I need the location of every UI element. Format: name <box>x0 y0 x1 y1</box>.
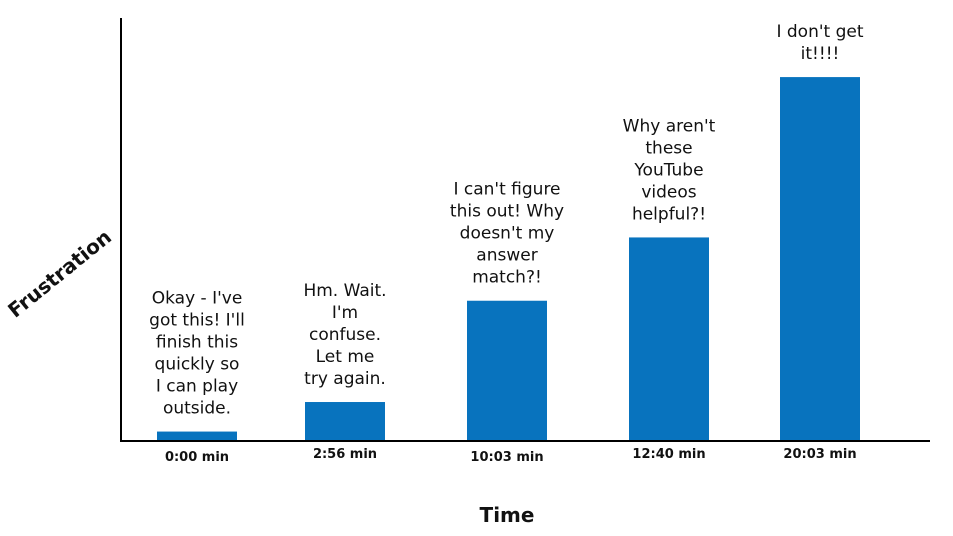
bars-group <box>157 77 860 440</box>
annotation-4-line-2: these <box>645 138 692 158</box>
annotation-4: Why aren't these YouTube videos helpful?! <box>623 116 716 224</box>
annotation-3-line-4: answer <box>476 246 537 266</box>
annotation-4-line-4: videos <box>641 182 696 202</box>
bar-1 <box>157 431 237 440</box>
annotation-4-line-1: Why aren't <box>623 116 716 136</box>
x-axis-title: Time <box>480 503 535 527</box>
bar-3 <box>467 300 547 440</box>
annotation-2-line-2: I'm <box>332 303 358 323</box>
annotation-2-line-4: Let me <box>316 347 375 367</box>
annotation-3-line-1: I can't figure <box>453 180 560 200</box>
annotation-1-line-6: outside. <box>163 399 231 419</box>
annotation-4-line-5: helpful?! <box>632 204 706 224</box>
annotation-2-line-3: confuse. <box>309 325 381 345</box>
annotation-1-line-2: got this! I'll <box>149 311 245 331</box>
annotation-4-line-3: YouTube <box>633 160 703 180</box>
x-tick-label-2: 2:56 min <box>313 447 377 462</box>
annotation-1-line-3: finish this <box>156 333 238 353</box>
annotation-1-line-1: Okay - I've <box>152 289 243 309</box>
bar-4 <box>629 237 709 440</box>
bar-5 <box>780 77 860 440</box>
x-tick-label-4: 12:40 min <box>632 447 705 462</box>
annotation-5: I don't get it!!!! <box>776 22 863 64</box>
x-tick-labels: 0:00 min 2:56 min 10:03 min 12:40 min 20:03 … <box>165 447 857 465</box>
annotation-5-line-2: it!!!! <box>801 44 840 64</box>
annotation-1-line-5: I can play <box>156 377 238 397</box>
annotation-2: Hm. Wait. I'm confuse. Let me try again. <box>303 281 386 389</box>
annotation-2-line-1: Hm. Wait. <box>303 281 386 301</box>
annotation-3: I can't figure this out! Why doesn't my ans… <box>450 180 564 288</box>
annotation-1: Okay - I've got this! I'll finish this quic… <box>149 289 245 419</box>
annotation-3-line-3: doesn't my <box>460 224 555 244</box>
bar-2 <box>305 402 385 440</box>
annotations-group: Okay - I've got this! I'll finish this quic… <box>149 22 864 418</box>
x-tick-label-5: 20:03 min <box>783 447 856 462</box>
annotation-1-line-4: quickly so <box>155 355 240 375</box>
x-tick-label-3: 10:03 min <box>470 450 543 465</box>
y-axis-title: Frustration <box>3 225 116 323</box>
annotation-2-line-5: try again. <box>304 369 386 389</box>
annotation-5-line-1: I don't get <box>776 22 863 42</box>
annotation-3-line-5: match?! <box>472 268 542 288</box>
annotation-3-line-2: this out! Why <box>450 202 564 222</box>
x-tick-label-1: 0:00 min <box>165 450 229 465</box>
